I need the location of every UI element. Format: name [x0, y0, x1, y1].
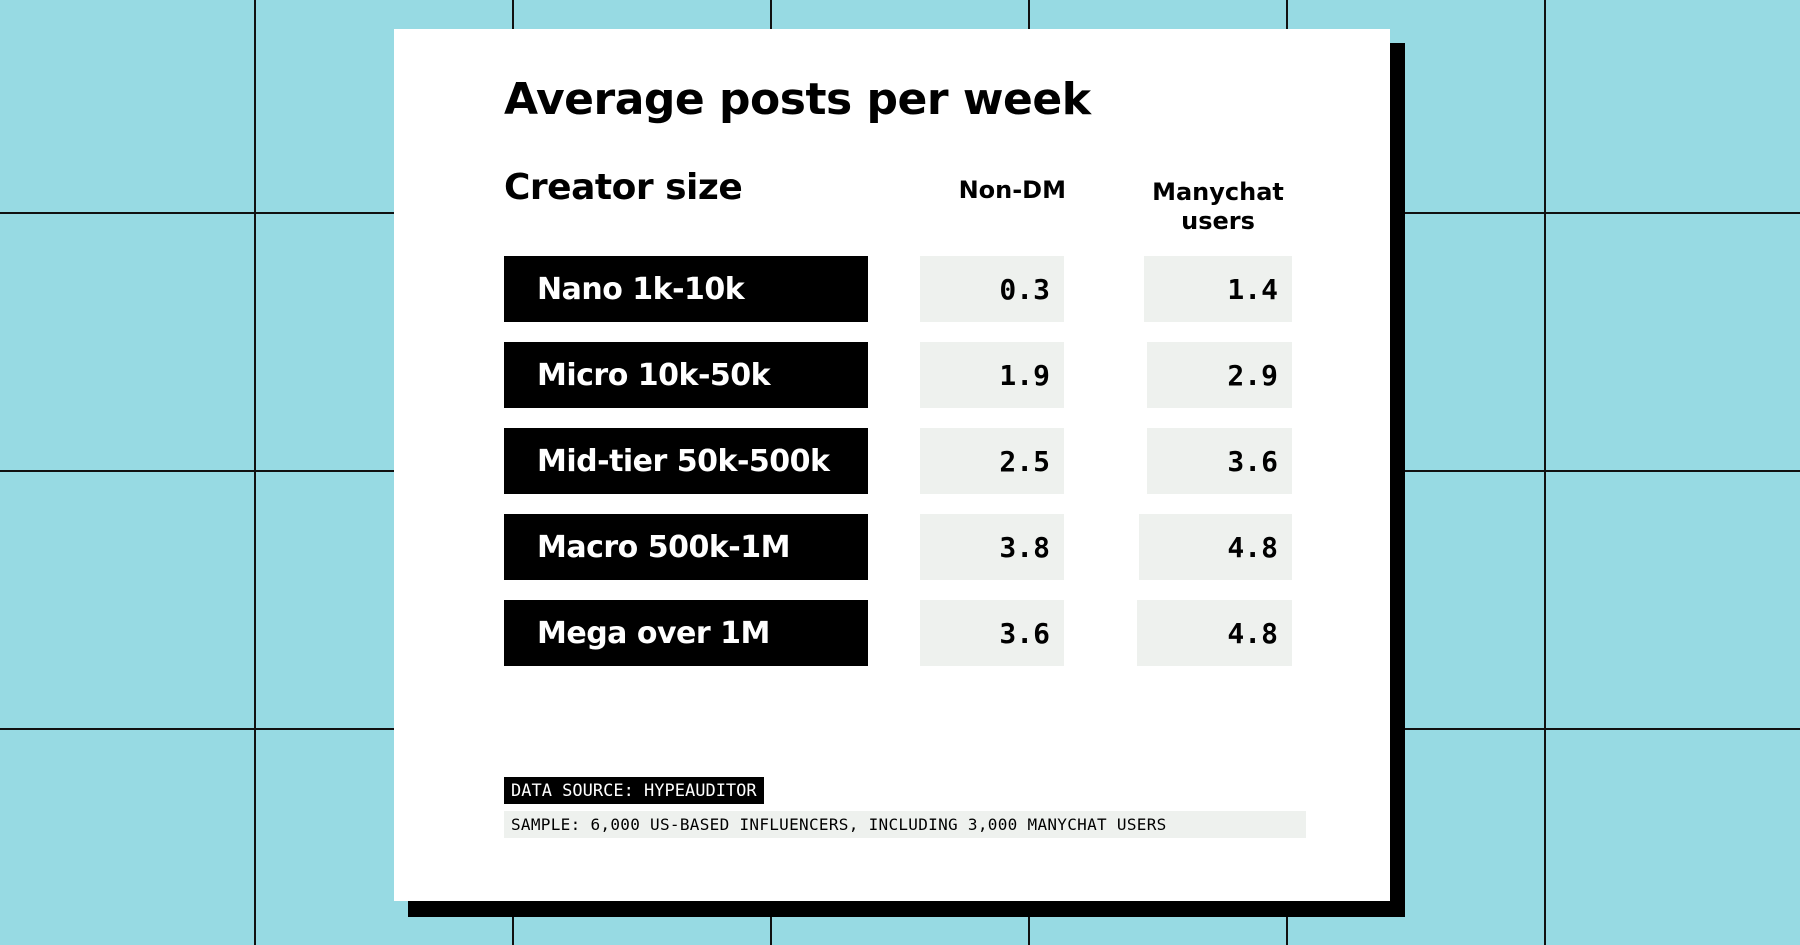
value-non-dm: 0.3: [920, 256, 1064, 322]
value-non-dm: 1.9: [920, 342, 1064, 408]
value-non-dm: 3.8: [920, 514, 1064, 580]
column-header-non-dm: Non-DM: [958, 176, 1066, 204]
grid-line-vertical: [1544, 0, 1546, 945]
data-source-label: DATA SOURCE: HYPEAUDITOR: [504, 777, 764, 804]
value-manychat: 2.9: [1147, 342, 1292, 408]
value-manychat: 1.4: [1144, 256, 1292, 322]
row-label: Mid-tier 50k-500k: [504, 428, 868, 494]
row-label: Mega over 1M: [504, 600, 868, 666]
value-non-dm: 2.5: [920, 428, 1064, 494]
chart-title: Average posts per week: [504, 74, 1091, 125]
row-header-creator-size: Creator size: [504, 167, 743, 208]
row-label: Nano 1k-10k: [504, 256, 868, 322]
value-manychat: 4.8: [1137, 600, 1292, 666]
column-header-manychat-users: Manychat users: [1152, 178, 1284, 235]
grid-line-vertical: [254, 0, 256, 945]
value-manychat: 3.6: [1147, 428, 1292, 494]
row-label: Micro 10k-50k: [504, 342, 868, 408]
sample-note: SAMPLE: 6,000 US-BASED INFLUENCERS, INCL…: [504, 811, 1306, 838]
value-non-dm: 3.6: [920, 600, 1064, 666]
value-manychat: 4.8: [1139, 514, 1292, 580]
row-label: Macro 500k-1M: [504, 514, 868, 580]
